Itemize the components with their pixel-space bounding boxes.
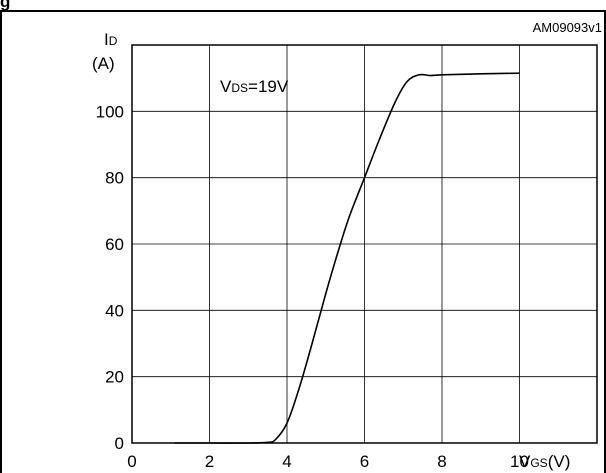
x-axis-label-sub: GS <box>530 456 547 470</box>
y-tick-label: 40 <box>105 301 124 320</box>
y-tick-label: 0 <box>115 434 124 453</box>
x-axis-label-unit: (V) <box>548 452 571 471</box>
vds-annotation-rest: =19V <box>248 77 289 96</box>
y-tick-label: 100 <box>96 102 124 121</box>
x-tick-label: 6 <box>360 452 369 471</box>
y-axis-unit: (A) <box>92 54 115 73</box>
id-vs-vgs-curve <box>174 72 520 444</box>
x-tick-label: 8 <box>437 452 446 471</box>
y-axis-label-main: I <box>104 30 109 49</box>
vds-annotation-sub: DS <box>231 81 248 95</box>
y-tick-label: 20 <box>105 368 124 387</box>
x-axis-label-main: V <box>519 452 531 471</box>
y-axis-label-sub: D <box>109 34 118 48</box>
gridlines <box>132 45 597 443</box>
y-tick-label: 80 <box>105 169 124 188</box>
y-tick-label: 60 <box>105 235 124 254</box>
header-fragment: g <box>0 0 10 11</box>
vds-annotation: VDS=19V <box>220 77 289 96</box>
vds-annotation-prefix: V <box>220 77 232 96</box>
plot-area-frame <box>131 44 598 444</box>
x-axis-label: VGS(V) <box>519 452 570 471</box>
x-tick-label: 0 <box>127 452 136 471</box>
x-tick-label: 10 <box>510 452 529 471</box>
y-axis-label: ID <box>104 30 118 49</box>
x-tick-label: 2 <box>205 452 214 471</box>
figure-code: AM09093v1 <box>533 20 602 35</box>
x-tick-label: 4 <box>282 452 291 471</box>
